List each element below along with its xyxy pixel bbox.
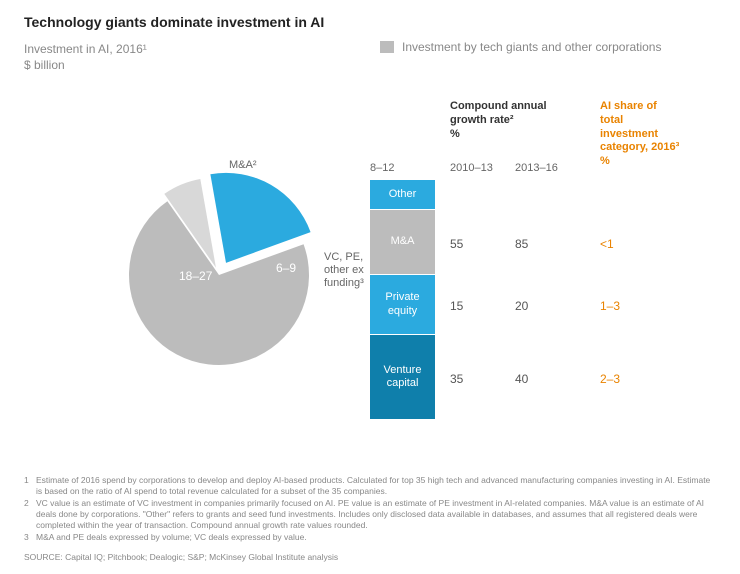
legend: Investment by tech giants and other corp… [380,40,661,54]
header-range: 8–12 [370,162,394,174]
bar-cell-1: M&A [370,210,435,275]
footnote-1: 1Estimate of 2016 spend by corporations … [24,475,716,497]
pie-label-ma: M&A² [229,160,257,171]
header-period1: 2010–13 [450,162,493,174]
share-1: <1 [600,237,614,251]
table-area: 8–12 Compound annualgrowth rate²% AI sha… [370,100,710,440]
cagr2-2: 20 [515,299,528,313]
pie-value-vc: 6–9 [276,261,296,275]
subtitle-line2: $ billion [24,58,147,74]
pie-svg: 18–27Internalcorporateinvestment¹2–3M&A²… [104,160,364,380]
footnotes: 1Estimate of 2016 spend by corporations … [24,475,716,544]
cagr2-1: 85 [515,237,528,251]
cagr1-1: 55 [450,237,463,251]
header-share: AI share oftotalinvestmentcategory, 2016… [600,100,710,169]
legend-swatch [380,41,394,53]
subtitle-line1: Investment in AI, 2016¹ [24,42,147,58]
share-2: 1–3 [600,299,620,313]
header-cagr: Compound annualgrowth rate²% [450,100,570,141]
cagr1-2: 15 [450,299,463,313]
chart-title: Technology giants dominate investment in… [24,14,324,30]
legend-label: Investment by tech giants and other corp… [402,40,661,54]
bar-cell-0: Other [370,180,435,210]
bar-cell-3: Venturecapital [370,335,435,420]
subtitle: Investment in AI, 2016¹ $ billion [24,42,147,73]
pie-wrap: 18–27Internalcorporateinvestment¹2–3M&A²… [104,160,294,350]
cagr1-3: 35 [450,372,463,386]
stacked-bar: OtherM&APrivateequityVenturecapital [370,180,435,420]
pie-label-vc: VC, PE, andother externalfunding³ [324,251,364,289]
header-period2: 2013–16 [515,162,558,174]
bar-cell-2: Privateequity [370,275,435,335]
cagr2-3: 40 [515,372,528,386]
pie-chart: 18–27Internalcorporateinvestment¹2–3M&A²… [24,120,354,380]
pie-value-internal: 18–27 [179,269,213,283]
source-line: SOURCE: Capital IQ; Pitchbook; Dealogic;… [24,552,338,562]
footnote-2: 2VC value is an estimate of VC investmen… [24,498,716,531]
share-3: 2–3 [600,372,620,386]
footnote-3: 3M&A and PE deals expressed by volume; V… [24,532,716,543]
